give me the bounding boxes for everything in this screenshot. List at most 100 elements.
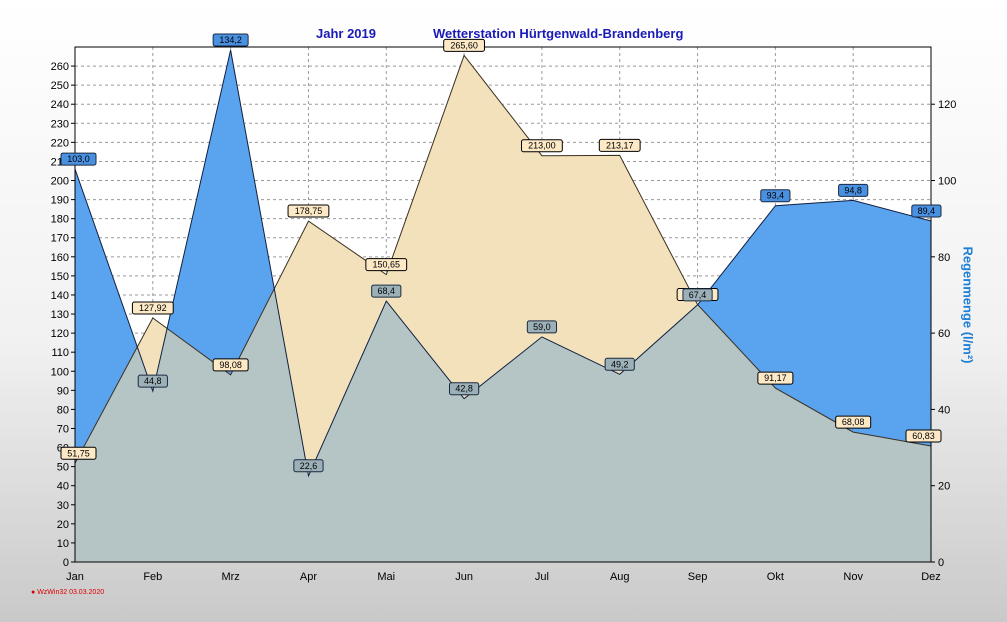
sunshine-data-label-box — [365, 258, 408, 272]
rain-data-label: 59,0 — [526, 320, 558, 334]
left-axis-tick-label: 20 — [57, 519, 69, 531]
rain-data-label-text: 68,4 — [378, 286, 396, 296]
sunshine-data-label-text: 51,75 — [67, 448, 90, 458]
sunshine-data-label: 265,60 — [443, 38, 485, 52]
rain-data-label: 103,0 — [60, 152, 97, 166]
x-axis-tick-label: Sep — [688, 571, 708, 583]
rain-data-label-text: 67,4 — [689, 290, 707, 300]
right-axis-tick-label: 80 — [938, 252, 950, 264]
rain-data-label-text: 134,2 — [219, 35, 242, 45]
footer-watermark: ● WzWin32 03.03.2020 — [31, 589, 104, 596]
left-axis-tick-label: 170 — [51, 233, 69, 245]
watermark-text: WzWin32 03.03.2020 — [37, 589, 105, 596]
sunshine-data-label-text: 265,60 — [450, 40, 478, 50]
left-axis-tick-label: 240 — [51, 99, 69, 111]
x-axis-tick-label: Jan — [66, 571, 84, 583]
x-axis-tick-label: Feb — [143, 571, 162, 583]
sunshine-data-label: 98,08 — [212, 358, 249, 372]
right-axis-tick-label: 60 — [938, 328, 950, 340]
sunshine-data-label-box — [905, 429, 942, 443]
left-axis-tick-label: 220 — [51, 137, 69, 149]
right-axis-tick-label: 40 — [938, 404, 950, 416]
x-axis-tick-label: Okt — [767, 571, 784, 583]
left-axis-tick-label: 140 — [51, 290, 69, 302]
right-axis-tick-label: 100 — [938, 176, 956, 188]
rain-data-label-box — [604, 357, 635, 371]
left-axis-tick-label: 90 — [57, 385, 69, 397]
x-axis-tick-label: Aug — [610, 571, 630, 583]
x-axis-tick-label: Jun — [455, 571, 473, 583]
left-axis-tick-label: 70 — [57, 423, 69, 435]
x-axis-tick-label: Apr — [300, 571, 317, 583]
chart-title-station: Wetterstation Hürtgenwald-Brandenberg — [433, 26, 684, 41]
rain-data-label-box — [293, 459, 324, 473]
rain-data-label-box — [137, 374, 168, 388]
right-axis-tick-label: 0 — [938, 557, 944, 569]
left-axis-tick-label: 200 — [51, 176, 69, 188]
left-axis-tick-label: 100 — [51, 366, 69, 378]
rain-data-label-text: 89,4 — [918, 206, 936, 216]
sunshine-data-label: 91,17 — [757, 371, 794, 385]
sunshine-data-label-text: 91,17 — [764, 373, 787, 383]
rain-data-label-box — [526, 320, 558, 334]
sunshine-data-label-text: 60,83 — [912, 431, 935, 441]
rain-data-label-box — [760, 189, 791, 203]
sunshine-data-label: 150,65 — [365, 258, 408, 272]
left-axis-tick-label: 10 — [57, 538, 69, 550]
x-axis-tick-label: Mai — [377, 571, 395, 583]
rain-data-label-text: 44,8 — [144, 376, 162, 386]
left-axis-tick-label: 180 — [51, 214, 69, 226]
rain-data-label-text: 103,0 — [67, 154, 90, 164]
sunshine-data-label-box — [443, 38, 485, 52]
left-axis-tick-label: 160 — [51, 252, 69, 264]
right-axis-tick-label: 120 — [938, 99, 956, 111]
rain-data-label-text: 42,8 — [455, 384, 473, 394]
left-axis-tick-label: 230 — [51, 118, 69, 130]
rain-line — [74, 49, 932, 478]
left-axis-tick-label: 120 — [51, 328, 69, 340]
rain-data-label-box — [212, 33, 249, 47]
x-axis-tick-label: Mrz — [221, 571, 239, 583]
sunshine-data-label-box — [60, 446, 97, 460]
x-axis-tick-label: Jul — [535, 571, 549, 583]
sunshine-data-label: 178,75 — [287, 204, 330, 218]
chart-title-year: Jahr 2019 — [316, 26, 376, 41]
overlap-area — [75, 55, 931, 562]
left-axis-tick-label: 130 — [51, 309, 69, 321]
sunshine-data-label-text: 213,17 — [606, 140, 634, 150]
sunshine-data-label: 60,83 — [905, 429, 942, 443]
sunshine-data-label-box — [835, 415, 872, 429]
sunshine-data-label-box — [131, 301, 174, 315]
sunshine-data-label-box — [757, 371, 794, 385]
left-axis-tick-label: 40 — [57, 481, 69, 493]
sunshine-data-label-text: 98,08 — [219, 360, 242, 370]
left-axis-tick-label: 50 — [57, 462, 69, 474]
sunshine-data-label-text: 150,65 — [373, 260, 401, 270]
sunshine-data-label-text: 178,75 — [295, 206, 323, 216]
watermark-dot-icon: ● — [31, 589, 36, 596]
rain-data-label: 67,4 — [682, 288, 713, 302]
sunshine-data-label-text: 127,92 — [139, 303, 167, 313]
sunshine-data-label: 127,92 — [131, 301, 174, 315]
rain-data-label-box — [448, 382, 480, 396]
sunshine-data-label-text: 213,00 — [528, 141, 556, 151]
left-axis-tick-label: 250 — [51, 80, 69, 92]
rain-data-label: 42,8 — [448, 382, 480, 396]
rain-data-label-box — [838, 183, 869, 197]
rain-data-label: 94,8 — [838, 183, 869, 197]
left-axis-tick-label: 0 — [63, 557, 69, 569]
rain-data-label: 49,2 — [604, 357, 635, 371]
rain-data-label-text: 49,2 — [611, 359, 629, 369]
left-axis-tick-label: 150 — [51, 271, 69, 283]
rain-data-label-text: 59,0 — [533, 322, 551, 332]
rain-data-label: 68,4 — [371, 284, 402, 298]
left-axis-tick-label: 80 — [57, 404, 69, 416]
x-axis-tick-label: Nov — [843, 571, 863, 583]
rain-data-label: 22,6 — [293, 459, 324, 473]
sunshine-data-label-text: 68,08 — [842, 417, 865, 427]
sunshine-data-label: 68,08 — [835, 415, 872, 429]
left-axis-tick-label: 110 — [51, 347, 69, 359]
rain-data-label: 93,4 — [760, 189, 791, 203]
